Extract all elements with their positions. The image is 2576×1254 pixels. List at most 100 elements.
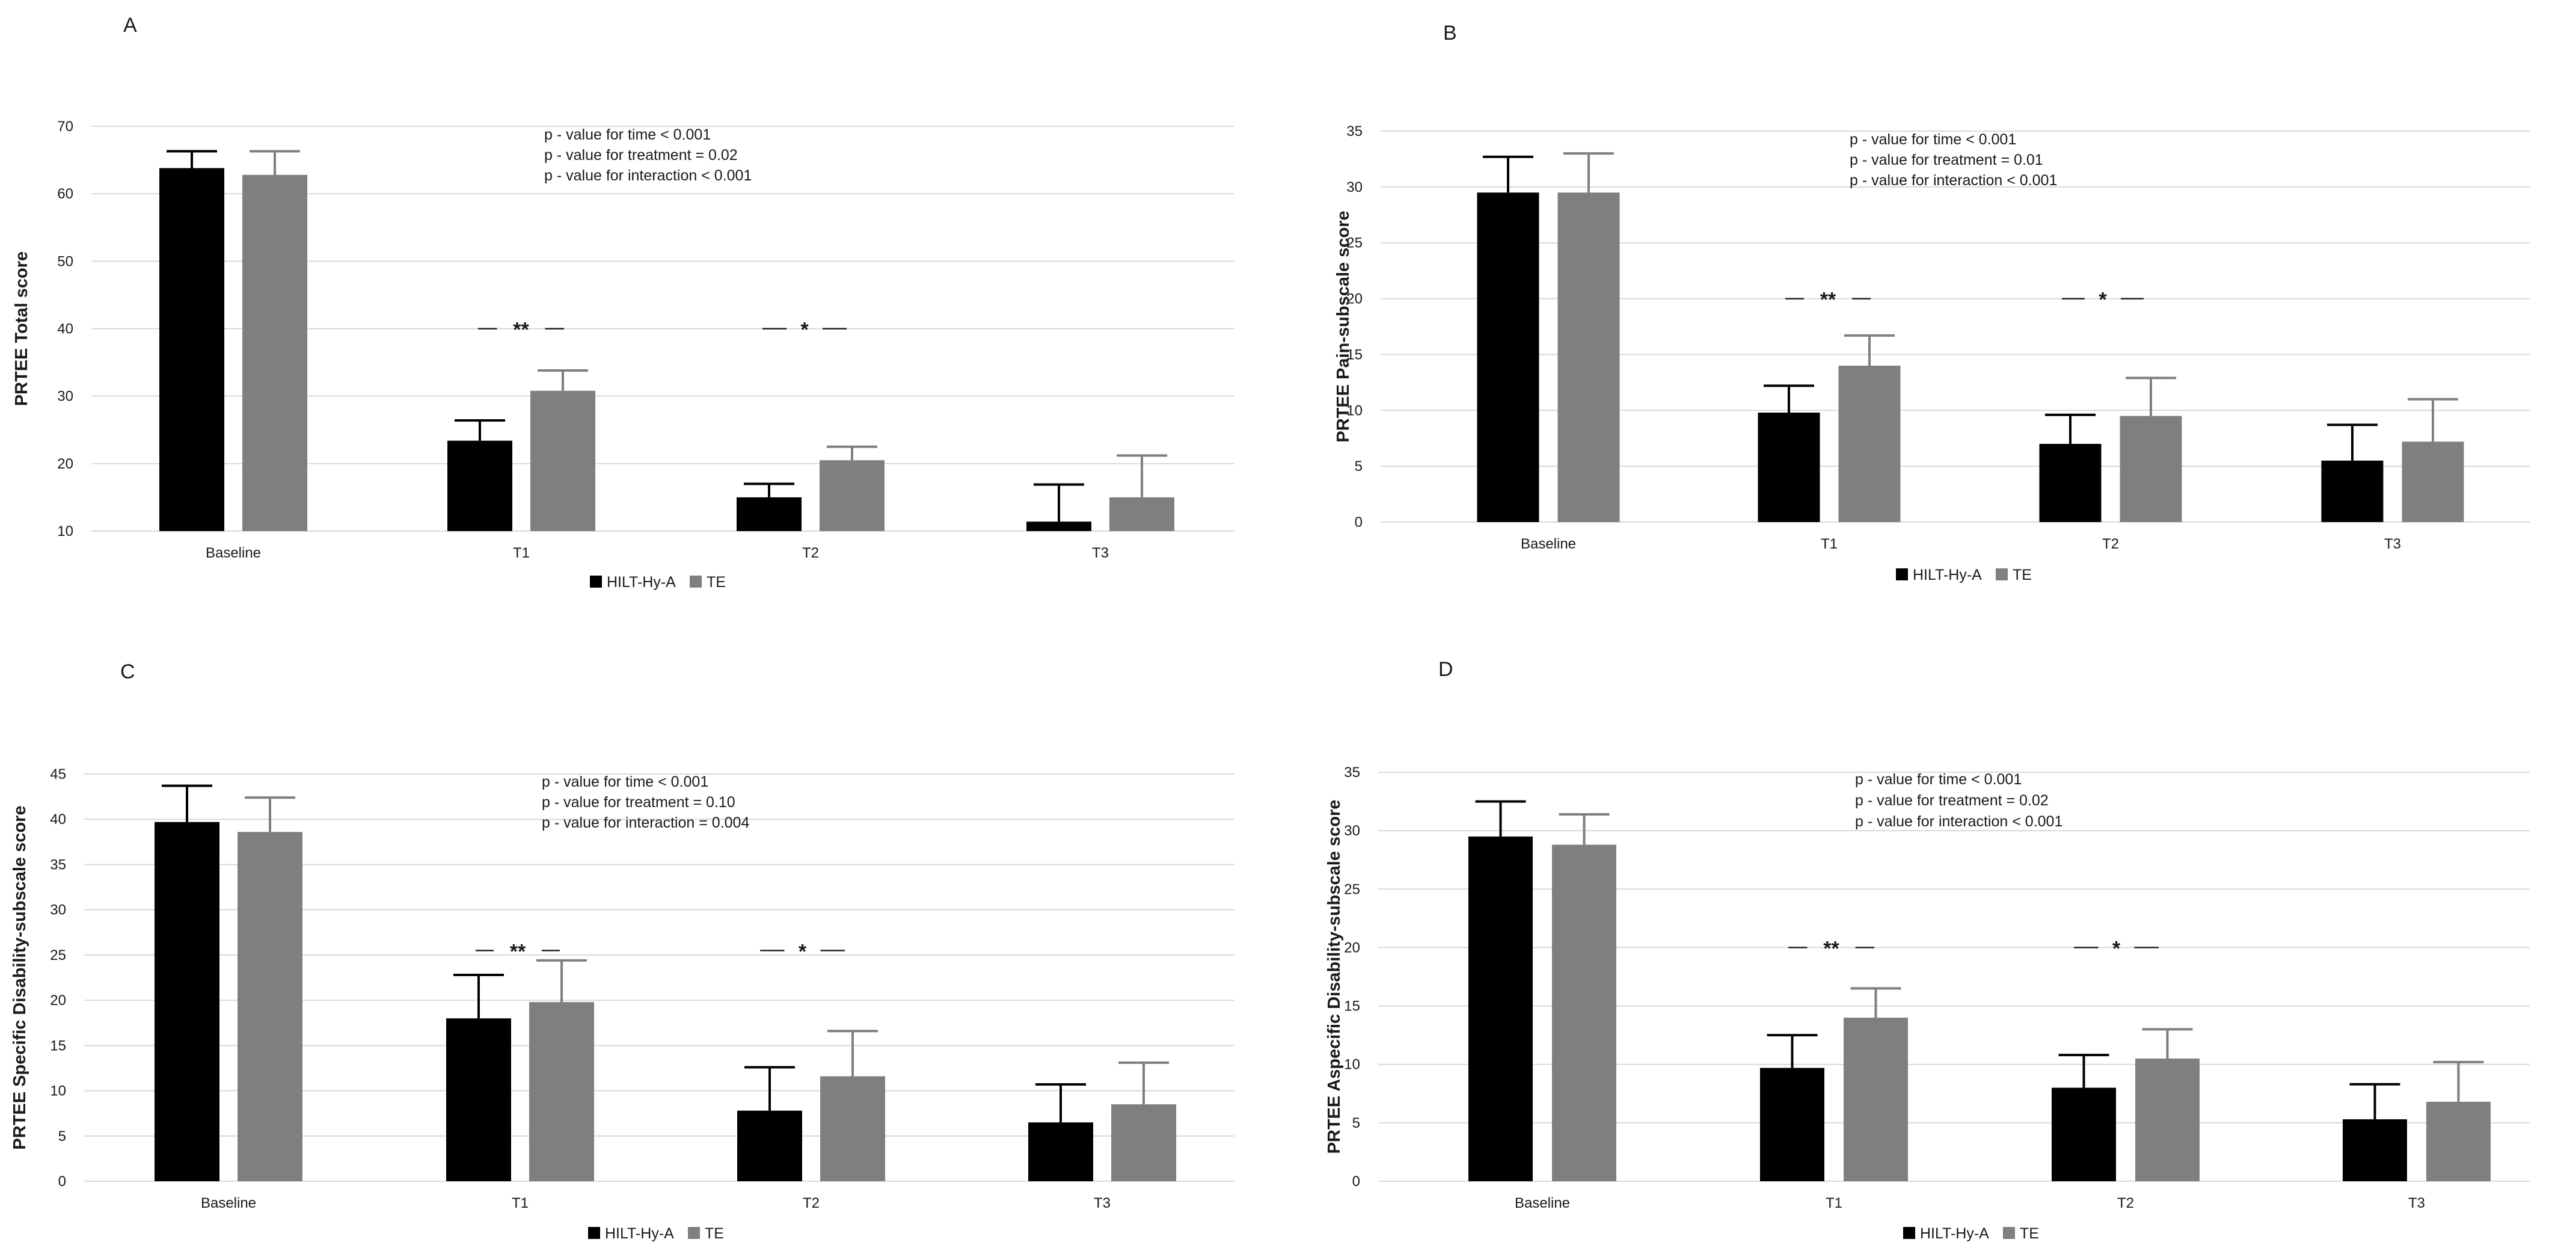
- error-bar-hilt-hy-a-baseline: [1475, 800, 1526, 837]
- error-bar-te-t3: [1117, 454, 1167, 497]
- y-tick-label: 30: [1344, 823, 1360, 839]
- y-tick-label: 35: [1344, 764, 1360, 781]
- error-bar-te-t2: [827, 445, 877, 461]
- error-bar-te-t1: [536, 959, 587, 1003]
- panel-letter: A: [123, 14, 137, 37]
- error-bar-hilt-hy-a-t2: [744, 482, 794, 497]
- y-tick-label: 30: [57, 389, 73, 405]
- error-bar-hilt-hy-a-t3: [2349, 1083, 2400, 1120]
- bar-hilt-hy-a-baseline: [1468, 836, 1533, 1181]
- error-bar-te-baseline: [245, 796, 295, 832]
- bar-te-t2: [820, 460, 885, 531]
- y-tick-label: 15: [1346, 346, 1363, 363]
- significance-marker: *: [2112, 937, 2121, 960]
- bar-te-t2: [820, 1076, 885, 1181]
- p-value-line: p - value for interaction < 0.001: [1855, 813, 2062, 830]
- error-bar-te-t2: [2126, 377, 2176, 416]
- x-category-label: T3: [2384, 536, 2401, 552]
- legend-label-hilt-hy-a: HILT-Hy-A: [605, 1225, 674, 1242]
- y-tick-label: 30: [50, 902, 66, 918]
- y-tick-label: 30: [1346, 179, 1363, 195]
- y-tick-label: 35: [1346, 123, 1363, 140]
- bar-te-t2: [2120, 416, 2182, 522]
- error-bar-hilt-hy-a-t3: [2327, 423, 2378, 461]
- x-category-label: T1: [1826, 1195, 1842, 1211]
- y-tick-label: 0: [58, 1173, 66, 1190]
- error-bar-hilt-hy-a-t2: [2058, 1054, 2109, 1088]
- legend-label-te: TE: [707, 574, 726, 591]
- significance-marker: *: [799, 940, 807, 963]
- legend-swatch-te: [1996, 568, 2008, 580]
- bar-te-t1: [529, 1002, 594, 1181]
- legend-label-te: TE: [2013, 567, 2032, 583]
- p-value-line: p - value for time < 0.001: [1855, 771, 2022, 788]
- bar-te-baseline: [1552, 844, 1616, 1181]
- error-bar-hilt-hy-a-t1: [453, 973, 504, 1019]
- x-category-label: Baseline: [201, 1195, 256, 1211]
- panel-letter: C: [120, 660, 135, 683]
- legend-label-hilt-hy-a: HILT-Hy-A: [1913, 567, 1982, 583]
- bar-hilt-hy-a-baseline: [159, 168, 224, 531]
- y-tick-label: 5: [1355, 458, 1363, 475]
- error-bar-hilt-hy-a-t2: [2045, 413, 2096, 444]
- bar-hilt-hy-a-t1: [1760, 1068, 1824, 1181]
- bar-hilt-hy-a-t3: [1026, 521, 1091, 531]
- legend-swatch-te: [688, 1227, 700, 1239]
- x-category-label: T1: [1821, 536, 1838, 552]
- p-value-line: p - value for interaction < 0.001: [544, 167, 752, 184]
- y-tick-label: 5: [1352, 1115, 1360, 1131]
- significance-marker: **: [1823, 937, 1839, 960]
- bar-hilt-hy-a-baseline: [1477, 192, 1539, 523]
- significance-marker: *: [800, 319, 809, 342]
- y-tick-label: 10: [1346, 402, 1363, 419]
- x-category-label: T2: [2117, 1195, 2134, 1211]
- bar-hilt-hy-a-baseline: [155, 822, 219, 1181]
- bar-hilt-hy-a-t1: [447, 440, 512, 531]
- bar-te-t1: [530, 390, 595, 531]
- y-axis-label: PRTEE Total score: [12, 251, 31, 406]
- y-tick-label: 10: [1344, 1057, 1360, 1073]
- bar-te-baseline: [1557, 192, 1620, 523]
- x-category-label: T2: [802, 545, 819, 561]
- y-tick-label: 50: [57, 253, 73, 269]
- significance-marker: **: [513, 319, 529, 342]
- x-category-label: T3: [2408, 1195, 2425, 1211]
- panel-a: A 10 20 30 40 50 60 70 PRTEE Total score Baseline…: [12, 14, 1234, 591]
- error-bar-hilt-hy-a-baseline: [167, 150, 217, 168]
- error-bar-te-baseline: [1559, 813, 1610, 845]
- error-bar-hilt-hy-a-t1: [1764, 384, 1814, 413]
- bar-te-t2: [2135, 1059, 2200, 1181]
- bar-te-t3: [2426, 1101, 2491, 1181]
- legend-swatch-te: [690, 576, 702, 588]
- error-bar-hilt-hy-a-t2: [744, 1066, 795, 1111]
- significance-marker: *: [2099, 289, 2107, 312]
- error-bar-te-t1: [538, 369, 588, 391]
- p-value-line: p - value for time < 0.001: [1850, 131, 2016, 148]
- x-category-label: Baseline: [206, 545, 261, 561]
- bar-hilt-hy-a-t2: [737, 1110, 802, 1181]
- y-tick-label: 40: [57, 321, 73, 337]
- x-category-label: T1: [513, 545, 530, 561]
- y-tick-label: 70: [57, 118, 73, 135]
- p-value-line: p - value for treatment = 0.02: [544, 147, 738, 164]
- y-axis-label: PRTEE Pain-subscale score: [1334, 211, 1353, 442]
- error-bar-hilt-hy-a-t3: [1034, 483, 1084, 522]
- p-value-line: p - value for treatment = 0.01: [1850, 152, 2043, 168]
- error-bar-hilt-hy-a-baseline: [162, 784, 212, 822]
- legend-label-te: TE: [2020, 1225, 2039, 1242]
- legend-swatch-hilt-hy-a: [1896, 568, 1908, 580]
- panel-b: B 0 5 10 15 20 25 30 35 PRTEE Pain-subscale score…: [1334, 22, 2530, 583]
- bar-hilt-hy-a-t3: [2343, 1119, 2407, 1181]
- panel-d: D 0 5 10 15 20 25 30 35 PRTEE Aspecific Disabilit…: [1325, 658, 2530, 1242]
- bar-te-t1: [1844, 1018, 1908, 1181]
- y-tick-label: 10: [50, 1083, 66, 1099]
- y-tick-label: 40: [50, 811, 66, 828]
- error-bar-te-t2: [827, 1030, 878, 1077]
- bar-hilt-hy-a-t2: [2039, 444, 2102, 522]
- significance-marker: **: [1820, 289, 1836, 312]
- bar-hilt-hy-a-t3: [1028, 1122, 1093, 1181]
- y-tick-label: 10: [57, 523, 73, 539]
- p-value-line: p - value for treatment = 0.10: [542, 794, 735, 811]
- error-bar-te-baseline: [1563, 152, 1614, 193]
